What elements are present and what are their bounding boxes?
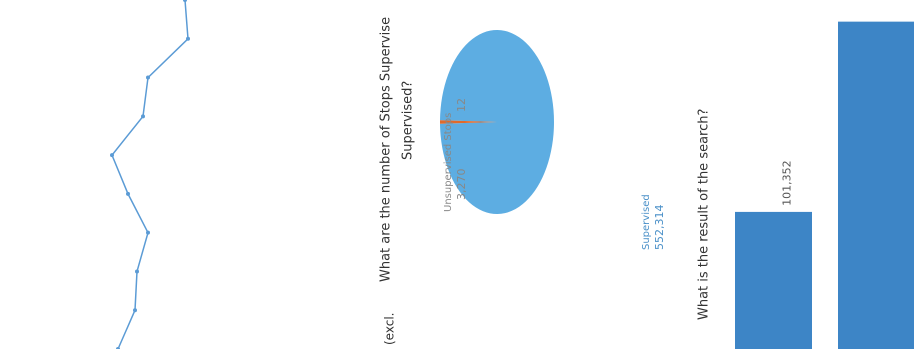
pie-slice — [440, 29, 554, 214]
slice-value: 12 — [455, 98, 468, 112]
slice-value: 552,314 — [653, 205, 666, 251]
point — [186, 36, 190, 41]
chart-subtitle: Supervised? — [401, 81, 416, 160]
chart-title: (excl. — [383, 313, 397, 346]
point — [183, 0, 187, 2]
point — [110, 153, 114, 158]
point — [146, 230, 150, 235]
point — [135, 269, 139, 274]
chart-title: What are the number of Stops Supervise — [379, 17, 394, 282]
slice-value: 3,270 — [455, 169, 468, 201]
bar — [838, 21, 914, 349]
bar — [735, 211, 812, 349]
pie-slice — [440, 120, 497, 122]
line — [111, 0, 189, 349]
pie-slice — [439, 120, 497, 124]
chart-title: What is the result of the search? — [697, 109, 712, 320]
point — [133, 308, 137, 313]
point — [141, 114, 145, 119]
slice-label: Unsupervised Stops — [443, 113, 454, 212]
point — [146, 75, 150, 80]
value-label: 101,352 — [780, 160, 793, 206]
point — [126, 191, 130, 196]
slice-label: Supervised — [641, 194, 652, 250]
